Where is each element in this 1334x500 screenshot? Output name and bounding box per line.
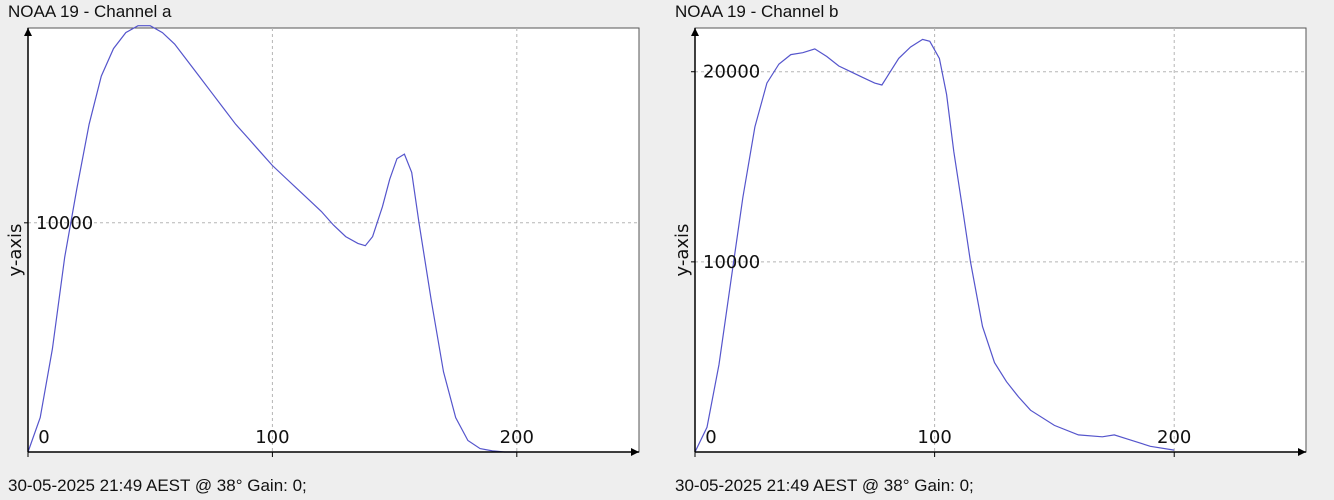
x-tick-label: 0	[705, 427, 716, 448]
x-tick-label: 0	[38, 427, 49, 448]
x-tick-label: 200	[500, 427, 534, 448]
chart-title: NOAA 19 - Channel b	[675, 2, 839, 21]
y-tick-label: 20000	[703, 62, 760, 83]
y-axis-label: y-axis	[672, 224, 693, 277]
chart-plot-channel-a: 0 100 200 10000 y-axis	[5, 25, 640, 457]
y-axis-label: y-axis	[5, 224, 26, 277]
series-line	[694, 38, 1175, 453]
chart-title: NOAA 19 - Channel a	[8, 2, 172, 21]
x-axis-arrow	[631, 448, 639, 456]
y-tick-label: 10000	[36, 213, 93, 234]
x-tick-label: 100	[917, 427, 951, 448]
chart-footer: 30-05-2025 21:49 AEST @ 38° Gain: 0;	[675, 476, 974, 495]
x-tick-label: 100	[255, 427, 289, 448]
y-axis-arrow	[691, 28, 699, 36]
x-axis-arrow	[1298, 448, 1306, 456]
chart-panel-channel-b: NOAA 19 - Channel b 0 100 200 10000 20000 y-a…	[667, 0, 1334, 500]
chart-panel-channel-a: NOAA 19 - Channel a 0 100 200 10000 y-axis 3…	[0, 0, 667, 500]
x-tick-label: 200	[1157, 427, 1191, 448]
plot-area	[27, 27, 640, 453]
chart-plot-channel-b: 0 100 200 10000 20000 y-axis	[672, 27, 1307, 457]
y-tick-label: 10000	[703, 252, 760, 273]
y-axis-arrow	[24, 28, 32, 36]
series-line	[27, 25, 517, 453]
chart-footer: 30-05-2025 21:49 AEST @ 38° Gain: 0;	[8, 476, 307, 495]
plot-area	[694, 27, 1307, 453]
